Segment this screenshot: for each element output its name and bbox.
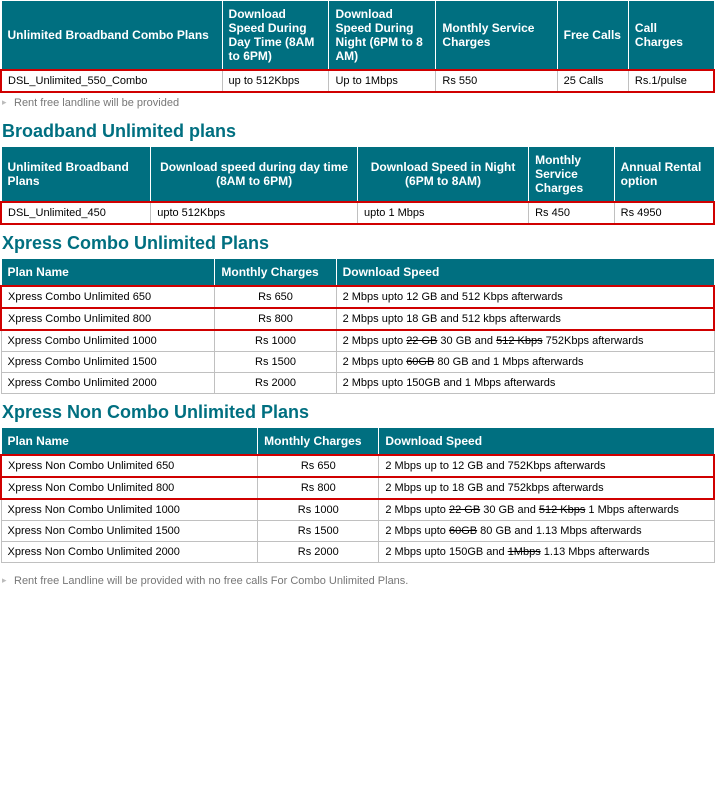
t2-header-row: Unlimited Broadband Plans Download speed…: [1, 147, 714, 203]
t3-body: Xpress Combo Unlimited 650Rs 6502 Mbps u…: [1, 286, 714, 394]
t1-col-callcharges: Call Charges: [628, 1, 714, 71]
t4-col-charges: Monthly Charges: [258, 428, 379, 456]
table-row: Xpress Combo Unlimited 2000Rs 20002 Mbps…: [1, 373, 714, 394]
table4-note: Rent free Landline will be provided with…: [0, 571, 715, 591]
t2-col-annual: Annual Rental option: [614, 147, 714, 203]
cell-night: Up to 1Mbps: [329, 70, 436, 92]
table-row: Xpress Non Combo Unlimited 2000Rs 20002 …: [1, 542, 714, 563]
cell-charges: Rs 2000: [215, 373, 336, 394]
cell-charges: Rs 1000: [258, 499, 379, 521]
t2-col-night: Download Speed in Night (6PM to 8AM): [357, 147, 528, 203]
t1-header-row: Unlimited Broadband Combo Plans Download…: [1, 1, 714, 71]
cell-plan: Xpress Non Combo Unlimited 650: [1, 455, 258, 477]
t1-col-day: Download Speed During Day Time (8AM to 6…: [222, 1, 329, 71]
cell-charges: Rs 650: [215, 286, 336, 308]
table1-note: Rent free landline will be provided: [0, 93, 715, 113]
table-row: DSL_Unlimited_550_Combo up to 512Kbps Up…: [1, 70, 714, 92]
cell-plan: Xpress Combo Unlimited 800: [1, 308, 215, 330]
cell-charges: Rs 550: [436, 70, 557, 92]
cell-annual: Rs 4950: [614, 202, 714, 224]
table-row: Xpress Combo Unlimited 1000Rs 10002 Mbps…: [1, 330, 714, 352]
cell-charges: Rs 650: [258, 455, 379, 477]
xpress-combo-table: Plan Name Monthly Charges Download Speed…: [0, 258, 715, 394]
cell-plan: Xpress Non Combo Unlimited 800: [1, 477, 258, 499]
cell-charges: Rs 800: [258, 477, 379, 499]
t1-col-night: Download Speed During Night (6PM to 8 AM…: [329, 1, 436, 71]
table-row: Xpress Non Combo Unlimited 650Rs 6502 Mb…: [1, 455, 714, 477]
cell-speed: 2 Mbps upto 22 GB 30 GB and 512 Kbps 752…: [336, 330, 714, 352]
cell-charges: Rs 800: [215, 308, 336, 330]
t2-col-charges: Monthly Service Charges: [529, 147, 615, 203]
cell-speed: 2 Mbps up to 12 GB and 752Kbps afterward…: [379, 455, 714, 477]
t3-col-plan: Plan Name: [1, 259, 215, 287]
t2-col-plan: Unlimited Broadband Plans: [1, 147, 151, 203]
t4-col-speed: Download Speed: [379, 428, 714, 456]
cell-speed: 2 Mbps upto 12 GB and 512 Kbps afterward…: [336, 286, 714, 308]
cell-speed: 2 Mbps upto 60GB 80 GB and 1.13 Mbps aft…: [379, 521, 714, 542]
t3-col-charges: Monthly Charges: [215, 259, 336, 287]
table-row: Xpress Combo Unlimited 650Rs 6502 Mbps u…: [1, 286, 714, 308]
xpress-noncombo-table: Plan Name Monthly Charges Download Speed…: [0, 427, 715, 563]
cell-plan: Xpress Non Combo Unlimited 2000: [1, 542, 258, 563]
cell-charges: Rs 1500: [258, 521, 379, 542]
cell-day: upto 512Kbps: [151, 202, 358, 224]
table-row: Xpress Non Combo Unlimited 1000Rs 10002 …: [1, 499, 714, 521]
section-title-xpress-combo: Xpress Combo Unlimited Plans: [0, 225, 715, 258]
cell-plan: Xpress Combo Unlimited 1000: [1, 330, 215, 352]
cell-night: upto 1 Mbps: [357, 202, 528, 224]
cell-day: up to 512Kbps: [222, 70, 329, 92]
cell-plan: Xpress Non Combo Unlimited 1000: [1, 499, 258, 521]
cell-callcharges: Rs.1/pulse: [628, 70, 714, 92]
cell-speed: 2 Mbps upto 150GB and 1Mbps 1.13 Mbps af…: [379, 542, 714, 563]
t2-col-day: Download speed during day time (8AM to 6…: [151, 147, 358, 203]
table-row: DSL_Unlimited_450 upto 512Kbps upto 1 Mb…: [1, 202, 714, 224]
table-row: Xpress Combo Unlimited 800Rs 8002 Mbps u…: [1, 308, 714, 330]
table-row: Xpress Combo Unlimited 1500Rs 15002 Mbps…: [1, 352, 714, 373]
combo-plans-table: Unlimited Broadband Combo Plans Download…: [0, 0, 715, 93]
cell-plan: DSL_Unlimited_450: [1, 202, 151, 224]
cell-plan: Xpress Combo Unlimited 650: [1, 286, 215, 308]
cell-charges: Rs 2000: [258, 542, 379, 563]
cell-plan: Xpress Non Combo Unlimited 1500: [1, 521, 258, 542]
section-title-xpress-noncombo: Xpress Non Combo Unlimited Plans: [0, 394, 715, 427]
t3-header-row: Plan Name Monthly Charges Download Speed: [1, 259, 714, 287]
cell-charges: Rs 1500: [215, 352, 336, 373]
cell-freecalls: 25 Calls: [557, 70, 628, 92]
t4-header-row: Plan Name Monthly Charges Download Speed: [1, 428, 714, 456]
table-row: Xpress Non Combo Unlimited 800Rs 8002 Mb…: [1, 477, 714, 499]
t1-col-charges: Monthly Service Charges: [436, 1, 557, 71]
t1-col-plan: Unlimited Broadband Combo Plans: [1, 1, 222, 71]
cell-speed: 2 Mbps upto 60GB 80 GB and 1 Mbps afterw…: [336, 352, 714, 373]
cell-plan: Xpress Combo Unlimited 1500: [1, 352, 215, 373]
cell-speed: 2 Mbps upto 22 GB 30 GB and 512 Kbps 1 M…: [379, 499, 714, 521]
t1-col-freecalls: Free Calls: [557, 1, 628, 71]
t4-col-plan: Plan Name: [1, 428, 258, 456]
cell-speed: 2 Mbps upto 150GB and 1 Mbps afterwards: [336, 373, 714, 394]
cell-charges: Rs 1000: [215, 330, 336, 352]
cell-speed: 2 Mbps upto 18 GB and 512 kbps afterward…: [336, 308, 714, 330]
section-title-unlimited: Broadband Unlimited plans: [0, 113, 715, 146]
cell-plan: DSL_Unlimited_550_Combo: [1, 70, 222, 92]
table-row: Xpress Non Combo Unlimited 1500Rs 15002 …: [1, 521, 714, 542]
t3-col-speed: Download Speed: [336, 259, 714, 287]
cell-speed: 2 Mbps up to 18 GB and 752kbps afterward…: [379, 477, 714, 499]
unlimited-plans-table: Unlimited Broadband Plans Download speed…: [0, 146, 715, 225]
t4-body: Xpress Non Combo Unlimited 650Rs 6502 Mb…: [1, 455, 714, 563]
cell-charges: Rs 450: [529, 202, 615, 224]
cell-plan: Xpress Combo Unlimited 2000: [1, 373, 215, 394]
